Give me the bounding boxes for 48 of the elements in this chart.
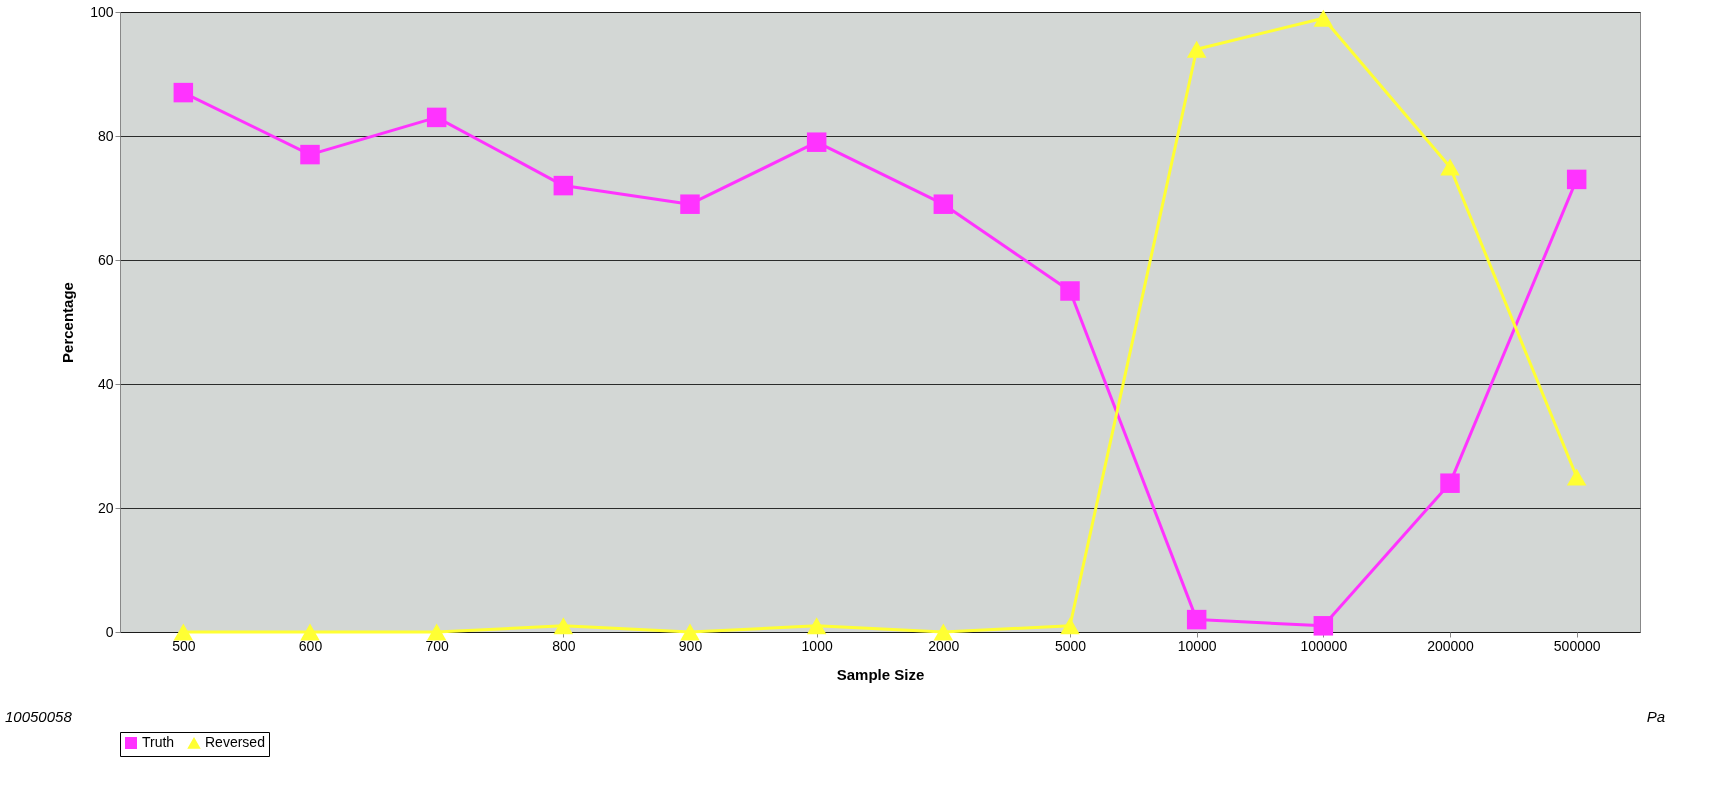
legend-label: Truth xyxy=(142,734,175,750)
y-tick-label: 60 xyxy=(97,251,114,268)
point xyxy=(1440,473,1460,493)
point xyxy=(1060,281,1080,301)
point xyxy=(806,617,827,635)
point xyxy=(1313,9,1334,27)
y-tick-label: 40 xyxy=(97,375,114,392)
point xyxy=(300,144,320,165)
point xyxy=(680,194,700,214)
point xyxy=(173,623,194,641)
y-tick-label: 20 xyxy=(97,499,114,516)
y-tick-label: 100 xyxy=(90,3,114,20)
point xyxy=(806,132,827,152)
x-tick-label: 2000 xyxy=(928,637,960,654)
x-tick-label: 800 xyxy=(552,637,576,654)
point xyxy=(1186,609,1207,630)
x-tick-label: 1000 xyxy=(801,637,833,654)
y-tick-label: 80 xyxy=(97,127,114,144)
point xyxy=(933,194,954,214)
point xyxy=(426,623,447,641)
point xyxy=(173,82,194,103)
point xyxy=(1440,158,1460,176)
x-tick-label: 500 xyxy=(172,637,196,654)
text: Pa xyxy=(1646,708,1665,725)
text: 10050058 xyxy=(5,708,73,725)
y-tick-label: 0 xyxy=(105,623,114,640)
x-tick-label: 900 xyxy=(678,637,703,654)
point xyxy=(426,107,447,128)
x-tick-label: 500000 xyxy=(1553,637,1601,654)
x-tick-label: 200000 xyxy=(1427,637,1475,654)
legend-label: Reversed xyxy=(205,734,265,751)
point xyxy=(680,623,700,641)
point xyxy=(1566,468,1587,486)
x-tick-label: 700 xyxy=(425,637,450,654)
x-tick-label: 10000 xyxy=(1177,637,1217,654)
point xyxy=(1186,40,1207,58)
point xyxy=(933,623,954,641)
x-tick-label: 5000 xyxy=(1054,637,1087,654)
point xyxy=(300,623,320,641)
point xyxy=(1313,616,1334,636)
x-tick-label: 600 xyxy=(298,637,323,654)
point xyxy=(1566,169,1587,190)
point xyxy=(553,617,574,635)
y-axis-title: Percentage xyxy=(59,282,77,363)
x-axis-title: Sample Size xyxy=(836,665,925,683)
point xyxy=(553,175,574,196)
x-tick-label: 100000 xyxy=(1300,637,1348,654)
point xyxy=(1060,617,1080,635)
